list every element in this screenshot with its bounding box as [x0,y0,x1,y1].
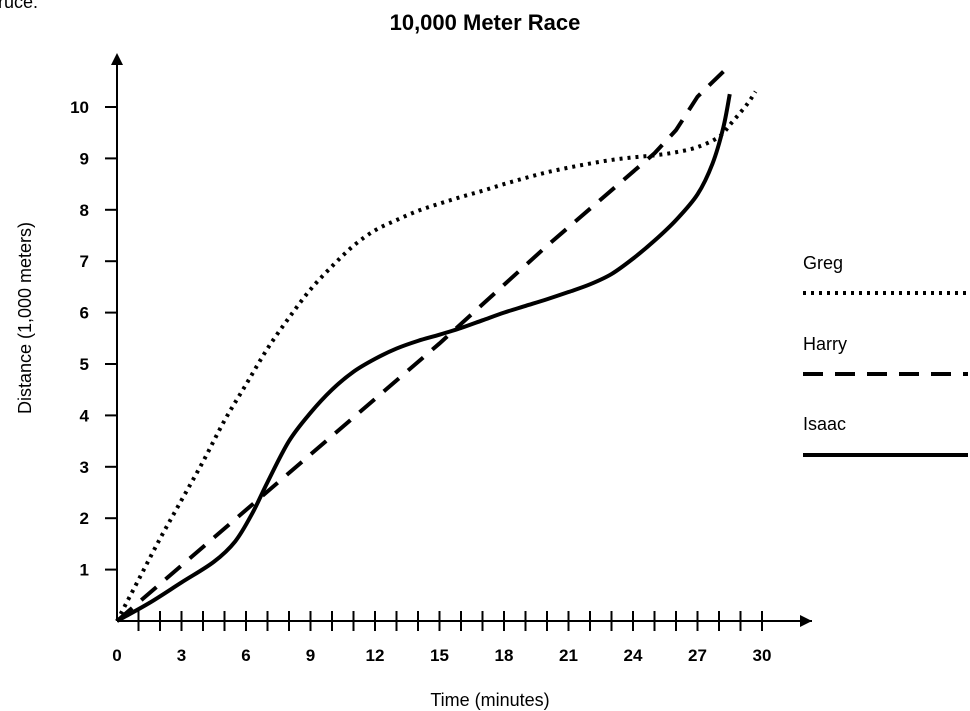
legend-label-isaac: Isaac [803,414,846,434]
y-axis-title: Distance (1,000 meters) [15,222,35,414]
legend-label-greg: Greg [803,253,843,273]
x-tick-label: 21 [559,646,578,665]
x-tick-label: 30 [753,646,772,665]
x-tick-label: 0 [112,646,121,665]
y-tick-label: 3 [80,458,89,477]
x-tick-label: 18 [495,646,514,665]
x-tick-label: 12 [366,646,385,665]
y-tick-label: 6 [80,304,89,323]
legend-label-harry: Harry [803,334,847,354]
cropped-top-text: ruce. [0,0,38,13]
series-line-isaac [116,93,732,623]
x-tick-label: 15 [430,646,449,665]
x-tick-label: 24 [624,646,643,665]
y-tick-label: 5 [80,355,89,374]
x-axis-arrowhead [800,615,812,627]
series-group [115,61,758,623]
legend: Greg Harry Isaac [803,253,968,457]
series-line-greg [115,90,758,622]
x-tick-label: 27 [688,646,707,665]
top-fragment-text: ruce. [0,0,39,12]
y-tick-label: 10 [70,98,89,117]
y-axis-arrowhead [111,53,123,65]
x-tick-label: 3 [177,646,186,665]
y-tick-label: 4 [80,406,90,425]
axes-group [111,53,812,627]
y-tick-label: 7 [80,252,89,271]
y-tick-label: 1 [80,561,89,580]
x-tick-label: 6 [241,646,250,665]
chart-title: 10,000 Meter Race [390,10,581,35]
x-axis-title: Time (minutes) [430,690,549,710]
x-tick-label: 9 [306,646,315,665]
y-tick-label: 8 [80,201,89,220]
series-line-harry [115,61,734,623]
y-tick-label: 9 [80,149,89,168]
y-tick-label: 2 [80,509,89,528]
